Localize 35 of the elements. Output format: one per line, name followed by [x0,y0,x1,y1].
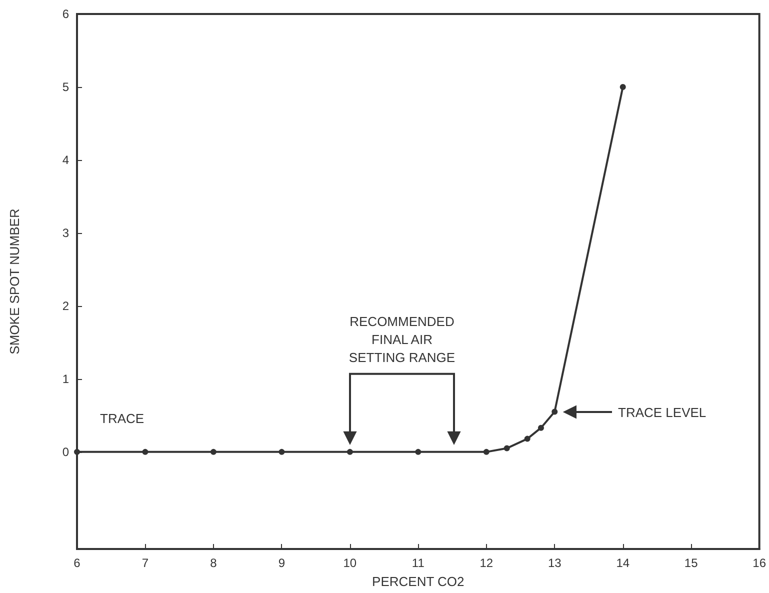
x-tick-label: 7 [142,556,149,570]
point [278,448,285,455]
point [210,448,216,455]
x-tick-label: 16 [752,556,766,570]
x-tick-label: 14 [616,556,630,570]
annotation: TRACE [100,411,144,426]
point [620,84,626,90]
y-tick-label: 1 [62,372,70,386]
point [524,436,530,442]
y-axis-title: SMOKE SPOT NUMBER [7,208,22,354]
x-tick-label: 15 [684,556,698,570]
annotation: RECOMMENDED FINAL AIR SETTING RANGE [348,314,456,365]
x-tick-label: 6 [74,556,81,570]
y-tick-label: 4 [62,152,70,167]
point [504,445,510,452]
x-axis-title: PERCENT CO2 [372,574,464,589]
y-tick-label: 5 [62,80,70,94]
x-tick-label: 8 [210,556,218,570]
point [346,448,353,455]
x-tick-label: 9 [278,556,286,570]
point [142,448,148,455]
y-tick-label: 2 [62,298,70,313]
point [415,448,422,455]
y-tick-label: 0 [62,444,70,459]
x-tick-label: 13 [548,556,562,570]
x-tick-label: 10 [343,556,357,570]
y-tick-label: 3 [62,226,70,240]
point [483,448,490,455]
x-tick-label: 12 [480,556,494,570]
annotation: TRACE LEVEL [618,405,706,420]
point [538,424,544,431]
point [552,408,558,415]
x-tick-label: 11 [412,556,425,570]
point [74,448,80,455]
y-tick-label: 6 [62,7,70,21]
